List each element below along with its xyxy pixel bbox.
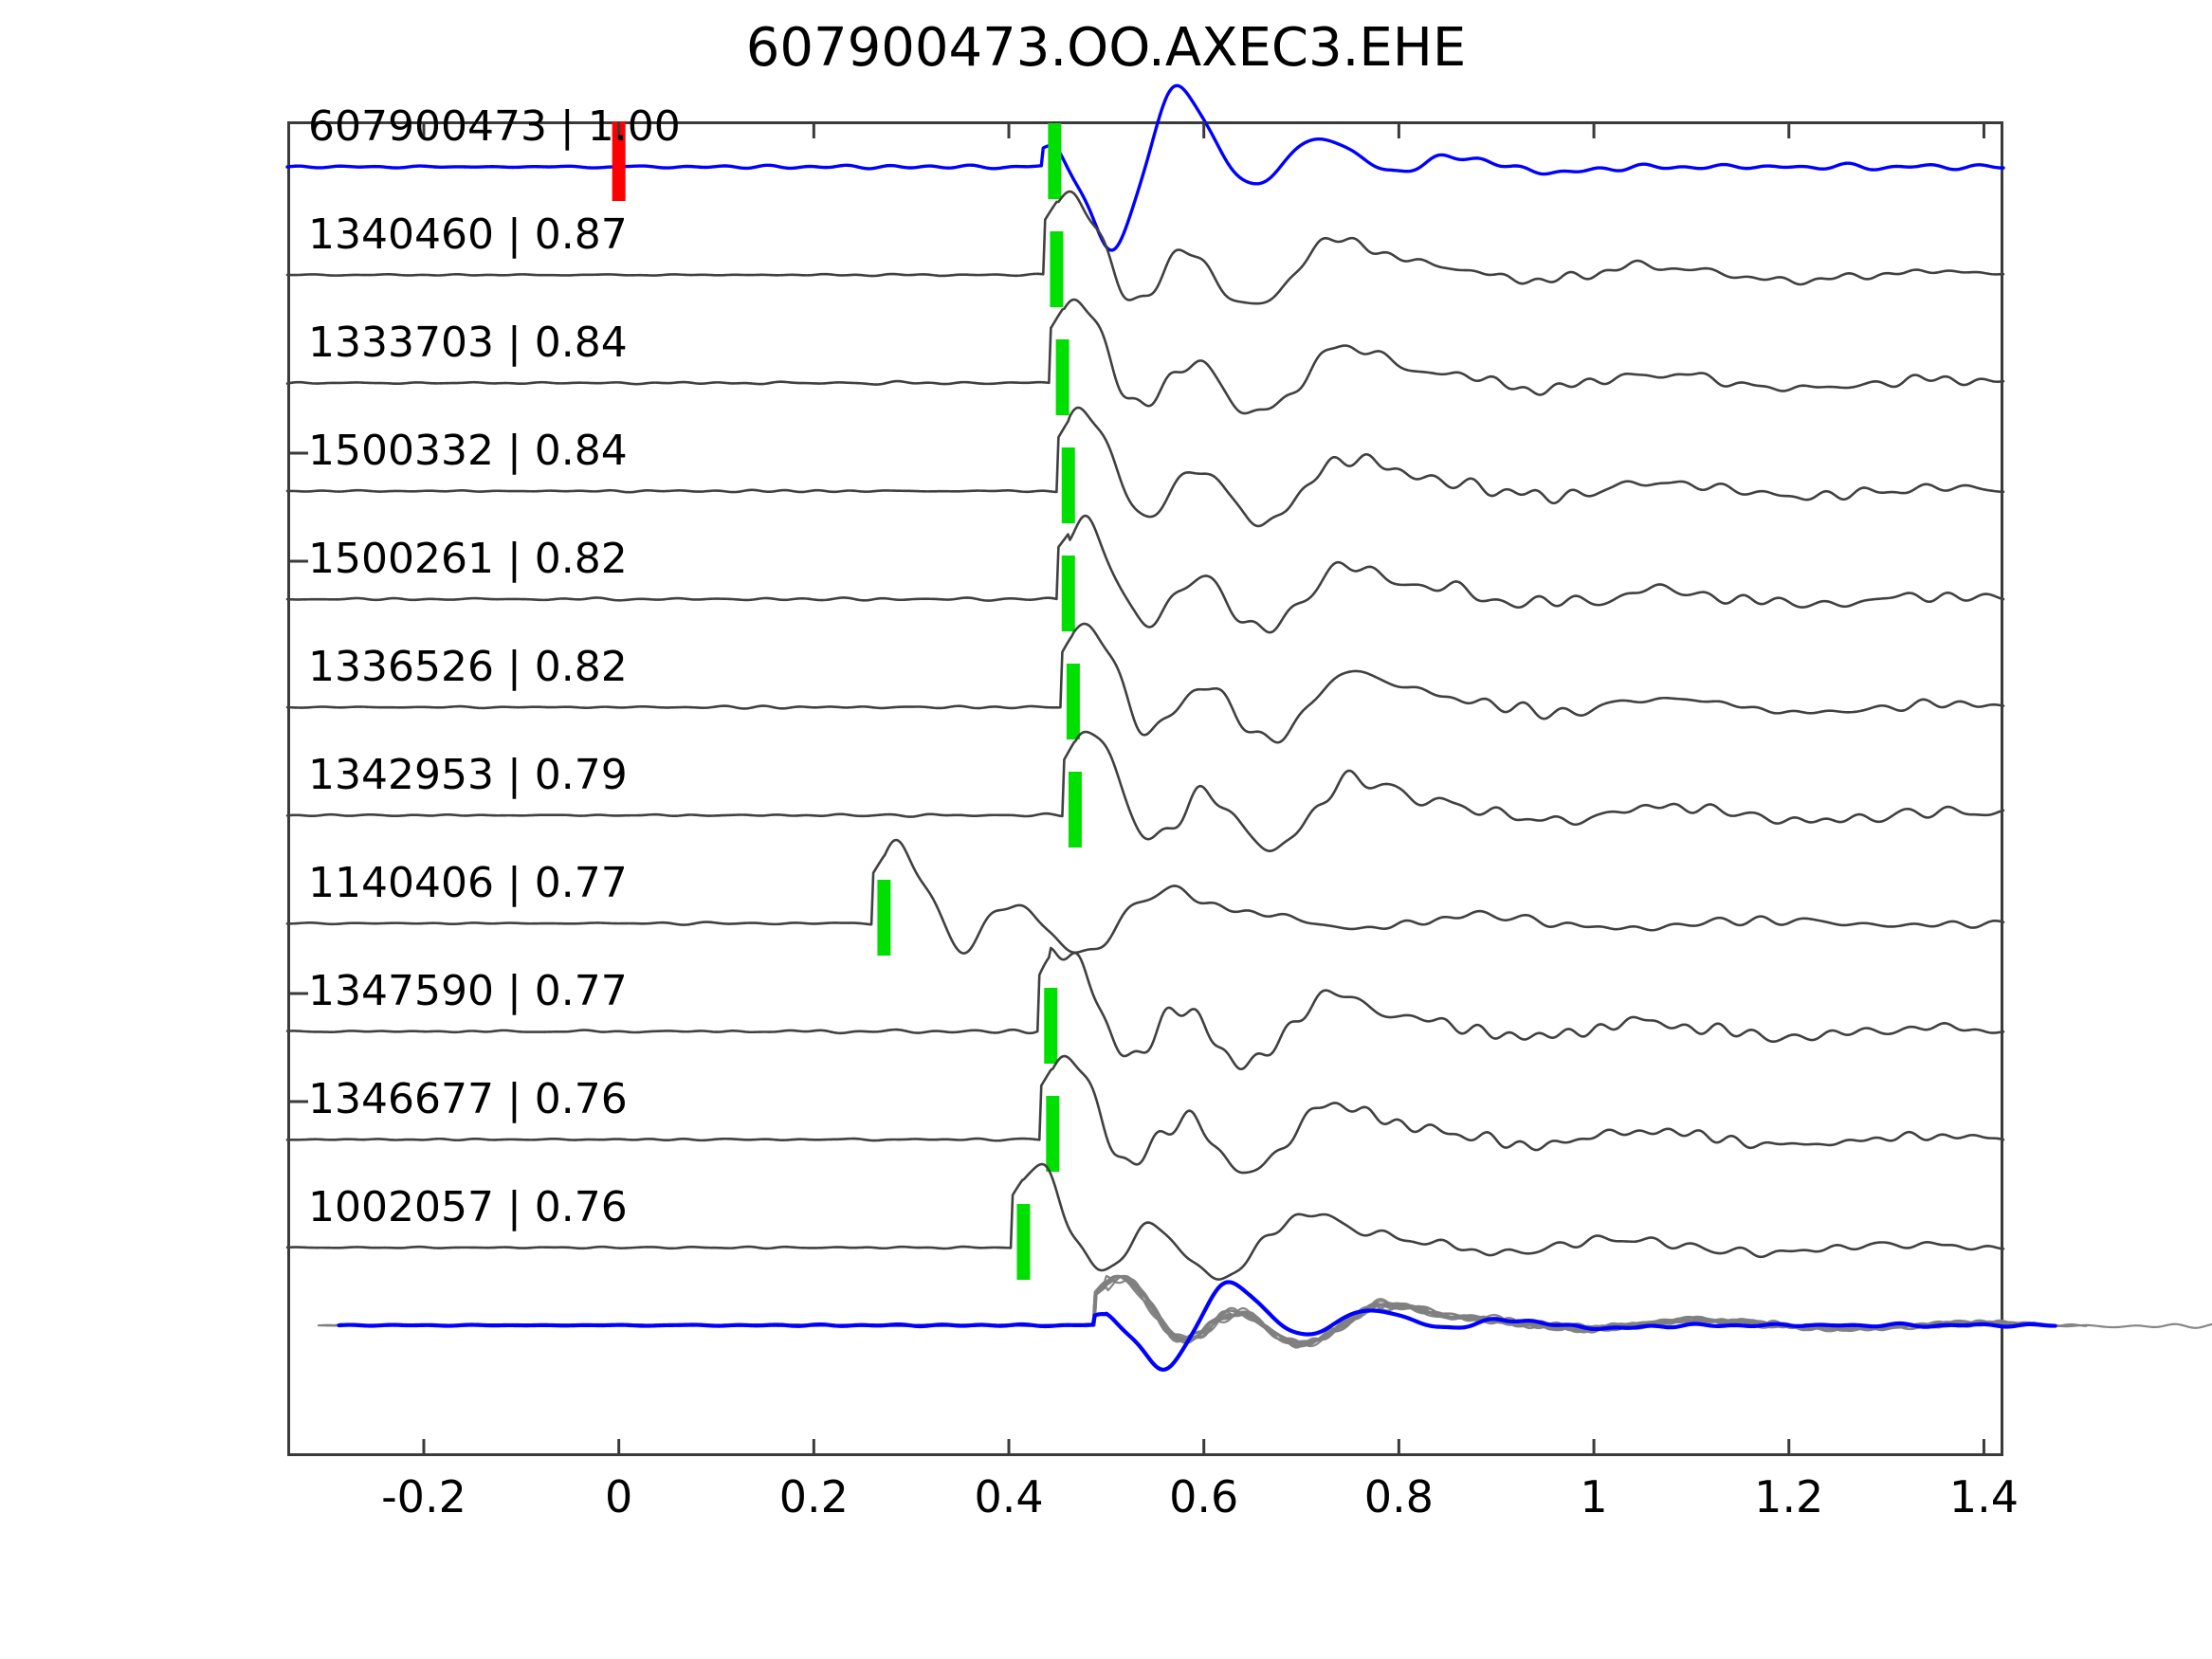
waveform-path <box>369 1274 2088 1345</box>
trace-label-1140406: 1140406 | 0.77 <box>308 859 628 907</box>
x-tick-label-0: -0.2 <box>381 1471 466 1522</box>
waveform-path <box>285 83 2005 252</box>
x-tick-label-4: 0.6 <box>1169 1471 1239 1522</box>
waveform-path <box>285 1054 2005 1175</box>
x-tick-label-6: 1 <box>1580 1471 1608 1522</box>
waveform-path <box>285 730 2005 852</box>
x-tick-label-5: 0.8 <box>1363 1471 1434 1522</box>
pick-marker[interactable] <box>1050 231 1064 307</box>
pick-marker[interactable] <box>1046 1096 1060 1172</box>
pick-marker[interactable] <box>1048 123 1062 199</box>
trace-label-1500261: 1500261 | 0.82 <box>308 535 628 583</box>
waveform-canvas <box>285 83 2212 1456</box>
waveform-path <box>285 298 2005 415</box>
waveform-path <box>337 1280 2057 1372</box>
trace-label-1342953: 1342953 | 0.79 <box>308 751 628 799</box>
page-title: 607900473.OO.AXEC3.EHE <box>745 17 1467 79</box>
pick-marker[interactable] <box>1061 556 1075 631</box>
trace-label-1500332: 1500332 | 0.84 <box>308 427 628 475</box>
origin-marker[interactable] <box>612 121 626 201</box>
waveform-path <box>285 406 2005 528</box>
pick-marker[interactable] <box>1055 339 1069 415</box>
waveform-path <box>285 514 2005 634</box>
trace-label-1340460: 1340460 | 0.87 <box>308 210 628 259</box>
waveform-path <box>285 838 2005 955</box>
x-tick-label-3: 0.4 <box>974 1471 1044 1522</box>
pick-marker[interactable] <box>1016 1204 1031 1280</box>
pick-marker[interactable] <box>877 880 891 956</box>
x-tick-label-7: 1.2 <box>1754 1471 1824 1522</box>
pick-marker[interactable] <box>1061 447 1075 523</box>
trace-label-607900473: 607900473 | 1.00 <box>308 102 681 151</box>
pick-marker[interactable] <box>1066 664 1080 739</box>
waveform-path <box>285 622 2005 744</box>
x-tick-label-1: 0 <box>605 1471 633 1522</box>
axes-frame <box>287 121 2003 1456</box>
waveform-path <box>341 1274 2060 1349</box>
trace-label-1333703: 1333703 | 0.84 <box>308 319 628 367</box>
waveform-path <box>285 1162 2005 1281</box>
trace-label-1347590: 1347590 | 0.77 <box>308 967 628 1015</box>
plot-axes: 607900473 | 1.00 1340460 | 0.87 1333703 | … <box>285 83 2212 1456</box>
waveform-path <box>285 946 2005 1071</box>
pick-marker[interactable] <box>1044 988 1058 1064</box>
x-tick-label-8: 1.4 <box>1948 1471 2019 1522</box>
trace-label-1346677: 1346677 | 0.76 <box>308 1075 628 1123</box>
trace-label-1336526: 1336526 | 0.82 <box>308 643 628 691</box>
waveform-path <box>285 190 2005 305</box>
x-axis-tick-labels: -0.2 0 0.2 0.4 0.6 0.8 1 1.2 1.4 <box>287 1471 2019 1538</box>
waveform-path <box>330 1274 2049 1344</box>
x-tick-label-2: 0.2 <box>778 1471 849 1522</box>
pick-marker[interactable] <box>1068 772 1082 848</box>
trace-label-1002057: 1002057 | 0.76 <box>308 1183 628 1231</box>
